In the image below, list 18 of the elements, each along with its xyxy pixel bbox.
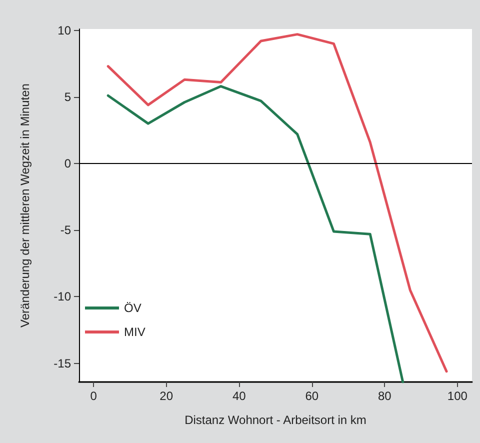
y-tick-label: -5 bbox=[60, 223, 72, 238]
x-tick-label: 0 bbox=[90, 389, 98, 403]
y-axis-title: Veränderung der mittleren Wegzeit in Minuten bbox=[18, 84, 32, 328]
legend-label: ÖV bbox=[124, 301, 142, 315]
x-axis-title: Distanz Wohnort - Arbeitsort in km bbox=[184, 413, 366, 427]
y-tick-label: 10 bbox=[58, 23, 72, 38]
x-tick-label: 40 bbox=[232, 389, 246, 403]
line-series bbox=[106, 33, 448, 373]
x-tick-label: 60 bbox=[305, 389, 319, 403]
x-tick-label: 80 bbox=[378, 389, 392, 403]
y-tick-label: 0 bbox=[64, 156, 72, 171]
x-tick-label: 20 bbox=[160, 389, 174, 403]
y-tick-label: -15 bbox=[54, 356, 72, 370]
y-tick-label: 5 bbox=[64, 90, 72, 104]
legend-label: MIV bbox=[124, 325, 146, 339]
x-tick-label: 100 bbox=[447, 389, 468, 403]
line-series bbox=[106, 85, 404, 384]
y-tick-label: -10 bbox=[54, 290, 72, 304]
